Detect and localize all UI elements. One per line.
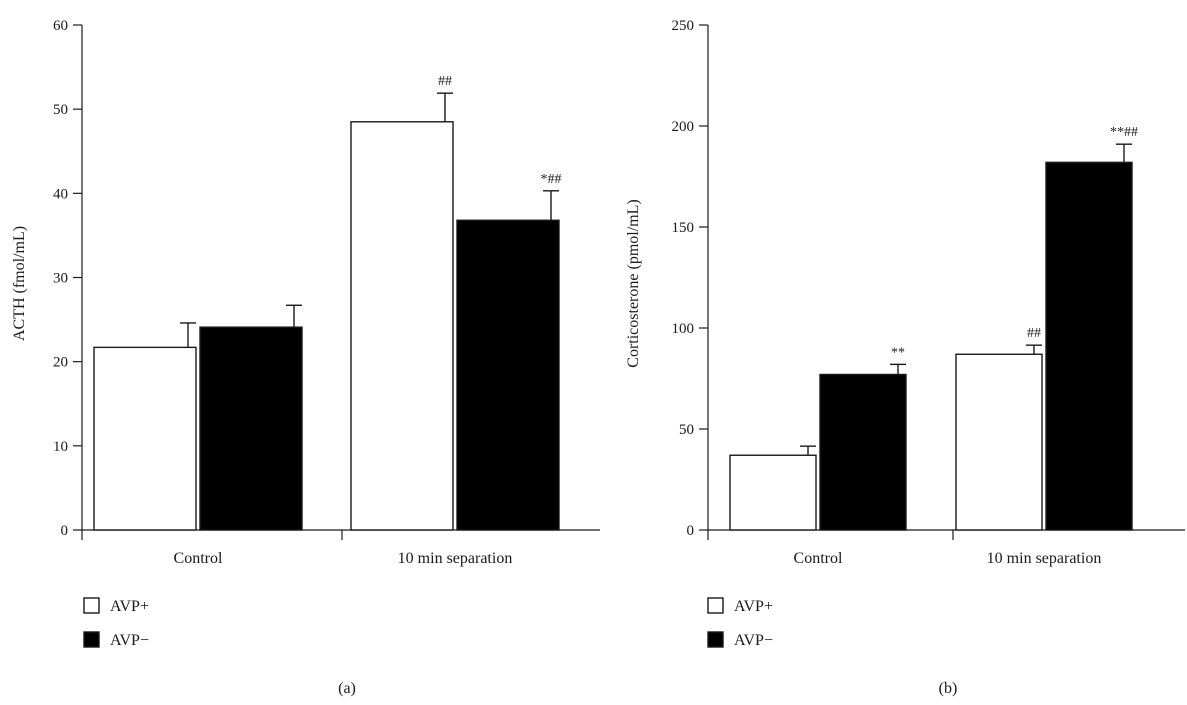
y-tick-label: 30 [53, 271, 68, 287]
bar-avp-minus [456, 219, 560, 531]
y-tick-label: 50 [53, 102, 68, 118]
y-tick-label: 0 [687, 523, 695, 539]
bar-avp-minus [819, 373, 907, 531]
bar-avp-plus [350, 121, 454, 531]
legend-label: AVP− [110, 632, 149, 649]
y-tick-label: 0 [61, 523, 69, 539]
y-tick-label: 250 [672, 18, 695, 34]
significance-marker: ** [891, 345, 905, 360]
y-tick-label: 150 [672, 220, 695, 236]
chart-panel-b: 0 50 100 150 200 250 Corticosterone (pmol/mL) *… [625, 18, 1185, 697]
significance-marker: ## [438, 74, 452, 89]
x-category-label: 10 min separation [987, 550, 1102, 567]
y-tick-label: 10 [53, 439, 68, 455]
bar-avp-plus [93, 346, 197, 531]
significance-marker: ## [1027, 326, 1041, 341]
bar-avp-minus [199, 326, 303, 531]
x-category-label: 10 min separation [398, 550, 513, 567]
y-tick-label: 40 [53, 186, 68, 202]
y-tick-label: 100 [672, 321, 695, 337]
legend-label: AVP+ [110, 598, 149, 615]
y-axis-title: ACTH (fmol/mL) [11, 226, 28, 341]
legend-swatch-avp-minus [707, 631, 724, 648]
legend-label: AVP− [734, 632, 773, 649]
y-tick-label: 200 [672, 119, 695, 135]
bar-avp-plus [729, 454, 817, 531]
significance-marker: *## [541, 172, 562, 187]
y-tick-label: 50 [679, 422, 694, 438]
legend-label: AVP+ [734, 598, 773, 615]
significance-marker: **## [1110, 125, 1138, 140]
legend-swatch-avp-plus [83, 597, 100, 614]
x-category-label: Control [174, 550, 223, 567]
legend-swatch-avp-minus [83, 631, 100, 648]
panel-label: (b) [939, 680, 958, 697]
bar-avp-minus [1045, 161, 1133, 531]
y-tick-label: 60 [53, 18, 68, 34]
bar-avp-plus [955, 353, 1043, 531]
y-axis-title: Corticosterone (pmol/mL) [625, 199, 642, 367]
y-tick-label: 20 [53, 355, 68, 371]
legend-swatch-avp-plus [707, 597, 724, 614]
panel-label: (a) [338, 680, 356, 697]
chart-panel-a: 0 10 20 30 40 50 60 ACTH (fmol/mL) Control ## *## 1… [11, 18, 600, 697]
x-category-label: Control [794, 550, 843, 567]
